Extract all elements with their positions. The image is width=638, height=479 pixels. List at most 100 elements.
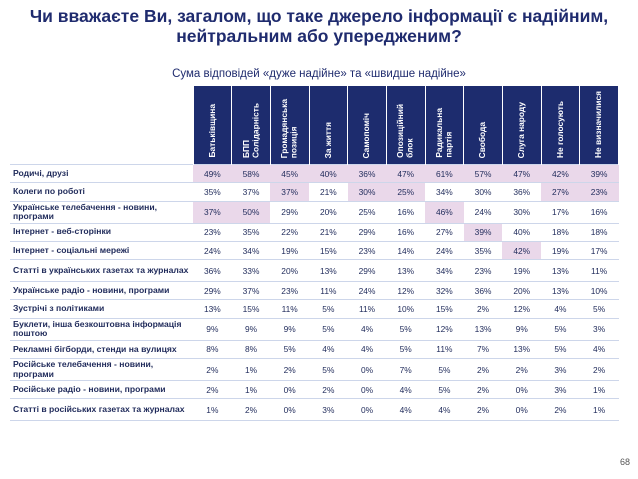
table-cell: 13%: [463, 317, 503, 341]
table-cell: 10%: [386, 299, 426, 319]
table-cell: 29%: [347, 259, 387, 282]
table-cell: 11%: [347, 299, 387, 319]
table-cell: 3%: [309, 398, 348, 422]
table-cell: 32%: [425, 281, 464, 300]
row-label: Статті в українських газетах та журналах: [10, 259, 193, 282]
table-cell: 17%: [579, 240, 619, 260]
table-cell: 5%: [386, 317, 426, 341]
table-cell: 57%: [463, 163, 503, 183]
page-subtitle: Сума відповідей «дуже надійне» та «швидш…: [172, 68, 466, 80]
table-cell: 24%: [463, 200, 503, 224]
table-cell: 5%: [309, 358, 348, 381]
table-cell: 5%: [541, 339, 580, 359]
page-number: 68: [619, 457, 630, 467]
table-cell: 16%: [386, 200, 426, 224]
table-cell: 46%: [425, 200, 464, 224]
table-cell: 3%: [579, 317, 619, 341]
table-cell: 2%: [463, 398, 503, 422]
table-cell: 16%: [386, 222, 426, 242]
table-cell: 50%: [231, 200, 271, 224]
row-label: Російське радіо - новини, програми: [10, 380, 193, 399]
table-cell: 4%: [309, 339, 348, 359]
table-cell: 39%: [463, 222, 503, 242]
table-row: Російське радіо - новини, програми 2% 1% 0%…: [10, 380, 619, 399]
table-cell: 36%: [347, 163, 387, 183]
table-cell: 2%: [579, 358, 619, 381]
table-cell: 47%: [386, 163, 426, 183]
table-cell: 9%: [502, 317, 542, 341]
table-cell: 11%: [270, 299, 310, 319]
table-cell: 24%: [193, 240, 232, 260]
table-cell: 13%: [541, 259, 580, 282]
table-cell: 24%: [347, 281, 387, 300]
table-cell: 2%: [463, 299, 503, 319]
table-cell: 8%: [231, 339, 271, 359]
table-cell: 5%: [270, 339, 310, 359]
table-cell: 30%: [463, 182, 503, 202]
row-label: Статті в російських газетах та журналах: [10, 398, 193, 422]
table-row: Буклети, інша безкоштовна інформація пош…: [10, 317, 619, 341]
table-cell: 36%: [502, 182, 542, 202]
table-cell: 37%: [270, 182, 310, 202]
row-label: Зустрічі з політиками: [10, 299, 193, 319]
table-cell: 13%: [541, 281, 580, 300]
table-cell: 4%: [347, 339, 387, 359]
table-cell: 61%: [425, 163, 464, 183]
table-cell: 0%: [502, 398, 542, 422]
table-body: Родичі, друзі 49% 58% 45% 40% 36% 47% 61% 57% 47%…: [10, 163, 619, 422]
table-cell: 2%: [541, 398, 580, 422]
table-cell: 3%: [541, 380, 580, 399]
table-row: Українське телебачення - новини, програм…: [10, 200, 619, 224]
column-header: Опозиційний блок: [386, 86, 426, 165]
table-cell: 9%: [193, 317, 232, 341]
row-label: Колеги по роботі: [10, 182, 193, 202]
table-cell: 1%: [231, 358, 271, 381]
table-cell: 20%: [270, 259, 310, 282]
table-cell: 21%: [309, 182, 348, 202]
table-cell: 35%: [463, 240, 503, 260]
table-row: Українське радіо - новини, програми 29% 37…: [10, 281, 619, 300]
table-cell: 4%: [347, 317, 387, 341]
table-row: Інтернет - соціальні мережі 24% 34% 19% 15% 2…: [10, 240, 619, 260]
table-cell: 18%: [579, 222, 619, 242]
results-table: Батьківщина БПП Солідарність Громадянськ…: [10, 86, 619, 422]
table-cell: 1%: [579, 398, 619, 422]
table-cell: 0%: [347, 358, 387, 381]
table-cell: 40%: [502, 222, 542, 242]
table-cell: 37%: [231, 281, 271, 300]
row-label: Російське телебачення - новини, програми: [10, 358, 193, 381]
table-cell: 16%: [579, 200, 619, 224]
table-cell: 5%: [386, 339, 426, 359]
table-cell: 19%: [502, 259, 542, 282]
table-cell: 8%: [193, 339, 232, 359]
row-label: Рекламні бігборди, стенди на вулицях: [10, 339, 193, 359]
table-cell: 2%: [463, 358, 503, 381]
table-cell: 12%: [502, 299, 542, 319]
table-cell: 13%: [386, 259, 426, 282]
table-cell: 4%: [541, 299, 580, 319]
table-cell: 0%: [347, 398, 387, 422]
column-header: Самопоміч: [347, 86, 387, 165]
table-cell: 36%: [193, 259, 232, 282]
column-header: Батьківщина: [193, 86, 233, 165]
table-cell: 23%: [463, 259, 503, 282]
table-cell: 12%: [386, 281, 426, 300]
table-cell: 27%: [541, 182, 580, 202]
table-cell: 40%: [309, 163, 348, 183]
row-label: Інтернет - соціальні мережі: [10, 240, 193, 260]
table-row: Російське телебачення - новини, програми…: [10, 358, 619, 381]
table-cell: 27%: [425, 222, 464, 242]
table-cell: 20%: [502, 281, 542, 300]
table-cell: 4%: [386, 380, 426, 399]
table-cell: 1%: [231, 380, 271, 399]
table-cell: 2%: [463, 380, 503, 399]
table-header-row: Батьківщина БПП Солідарність Громадянськ…: [10, 86, 619, 165]
table-cell: 7%: [463, 339, 503, 359]
table-row: Рекламні бігборди, стенди на вулицях 8% 8%…: [10, 339, 619, 359]
table-row: Зустрічі з політиками 13% 15% 11% 5% 11% 10% 15…: [10, 299, 619, 319]
table-cell: 42%: [502, 240, 542, 260]
table-cell: 14%: [386, 240, 426, 260]
table-cell: 5%: [309, 317, 348, 341]
table-row: Колеги по роботі 35% 37% 37% 21% 30% 25% 34% 30%…: [10, 182, 619, 202]
table-cell: 4%: [386, 398, 426, 422]
